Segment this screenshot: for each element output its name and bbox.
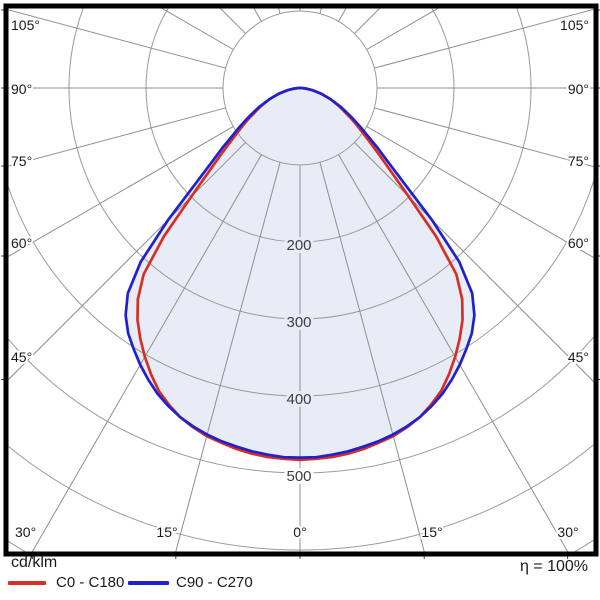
angle-label: 15° bbox=[421, 524, 442, 540]
legend: C0 - C180 C90 - C270 bbox=[0, 573, 600, 593]
plot-border bbox=[3, 3, 599, 557]
legend-swatch-c0-c180 bbox=[8, 581, 46, 585]
angle-label: 30° bbox=[15, 524, 36, 540]
grid-spoke bbox=[8, 9, 226, 69]
angle-label: 45° bbox=[568, 349, 589, 365]
angle-labels: 105° 90° 75° 60° 45° 30° 15° 0° 15° 30° 45° 60° 75° 9… bbox=[9, 15, 591, 542]
curve-c90-c270 bbox=[124, 86, 476, 459]
legend-units-label: cd/klm bbox=[11, 554, 58, 571]
angle-label: 75° bbox=[568, 153, 589, 169]
angle-label: 60° bbox=[568, 235, 589, 251]
efficiency-label: η = 100% bbox=[519, 558, 588, 575]
grid-spoke bbox=[366, 126, 594, 259]
angle-label: 105° bbox=[560, 17, 589, 33]
grid-spoke bbox=[354, 142, 594, 383]
grid-spoke bbox=[175, 162, 281, 552]
grid-spoke bbox=[8, 142, 246, 381]
angle-label: 90° bbox=[11, 81, 32, 97]
legend-label-c90-c270: C90 - C270 bbox=[176, 574, 253, 591]
grid-spoke bbox=[338, 154, 569, 552]
angle-label: 60° bbox=[11, 235, 32, 251]
grid-spoke bbox=[319, 162, 425, 552]
ring-label: 200 bbox=[286, 237, 311, 254]
curve-c0-c180 bbox=[136, 86, 464, 462]
angle-label: 90° bbox=[568, 81, 589, 97]
legend-swatch-c90-c270 bbox=[128, 581, 169, 585]
legend-label-c0-c180: C0 - C180 bbox=[56, 574, 125, 591]
angle-label: 0° bbox=[293, 524, 306, 540]
angle-label: 105° bbox=[11, 17, 40, 33]
ring-label: 400 bbox=[286, 391, 311, 408]
angle-label: 30° bbox=[557, 524, 578, 540]
angle-label: 75° bbox=[11, 153, 32, 169]
angle-label: 45° bbox=[11, 349, 32, 365]
grid-spoke bbox=[31, 154, 262, 552]
grid-spoke bbox=[374, 107, 594, 168]
grid-spoke bbox=[8, 107, 226, 167]
ring-label: 500 bbox=[286, 468, 311, 485]
ring-label: 300 bbox=[286, 314, 311, 331]
angle-label: 15° bbox=[156, 524, 177, 540]
grid-spoke bbox=[8, 126, 234, 257]
intensity-curves bbox=[124, 86, 476, 462]
grid-spoke bbox=[374, 8, 594, 69]
ring-labels: 200 300 400 500 bbox=[283, 234, 314, 488]
